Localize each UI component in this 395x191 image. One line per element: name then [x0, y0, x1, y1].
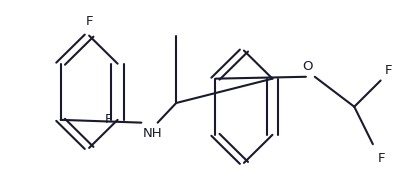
Text: F: F: [104, 113, 112, 126]
Text: F: F: [385, 64, 393, 77]
Text: NH: NH: [143, 127, 162, 140]
Text: F: F: [85, 15, 93, 28]
Text: F: F: [378, 152, 385, 165]
Text: O: O: [303, 60, 313, 73]
